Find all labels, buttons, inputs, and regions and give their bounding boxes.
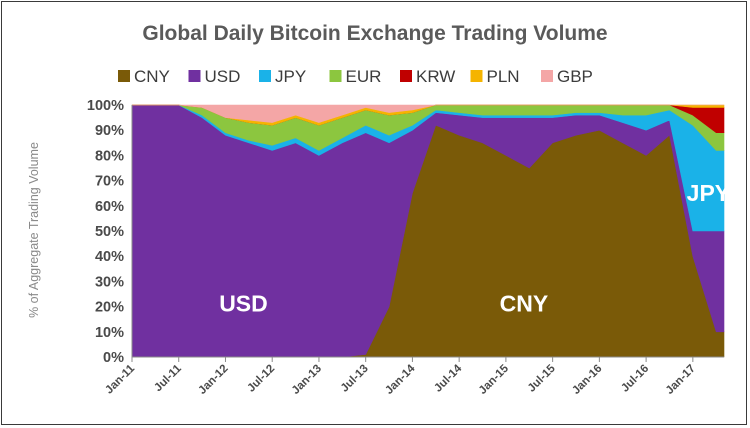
legend-label-krw: KRW xyxy=(416,67,455,86)
legend-swatch-pln xyxy=(470,70,483,82)
y-tick-label: 0% xyxy=(103,350,124,366)
y-tick-label: 60% xyxy=(95,199,124,215)
legend-swatch-krw xyxy=(400,70,412,82)
x-tick-label: Jul-16 xyxy=(619,363,651,395)
legend-swatch-eur xyxy=(329,70,342,82)
x-tick-label: Jul-15 xyxy=(526,362,558,394)
y-tick-label: 20% xyxy=(95,300,124,316)
legend-swatch-gbp xyxy=(541,70,553,82)
legend-label-cny: CNY xyxy=(134,67,170,86)
legend-label-usd: USD xyxy=(205,67,241,86)
x-tick-label: Jan-17 xyxy=(664,363,698,397)
y-tick-label: 70% xyxy=(95,174,124,190)
legend-swatch-jpy xyxy=(259,70,271,82)
y-tick-label: 90% xyxy=(95,123,124,139)
y-tick-label: 100% xyxy=(87,98,124,114)
x-axis: Jan-11 Jul-11 Jan-12 Jul-12 Jan-13 Jul-13 Jan-… xyxy=(103,356,724,397)
y-tick-label: 50% xyxy=(95,224,124,240)
x-tick-label: Jul-14 xyxy=(432,362,464,394)
legend: CNY USD JPY EUR KRW PLN GBP xyxy=(118,67,593,86)
x-tick-label: Jan-14 xyxy=(383,362,418,397)
x-tick-label: Jan-15 xyxy=(477,362,512,397)
area-layers xyxy=(131,104,725,358)
annotation-cny: CNY xyxy=(500,291,549,317)
legend-label-jpy: JPY xyxy=(275,67,306,86)
y-tick-label: 10% xyxy=(95,325,124,341)
x-tick-label: Jul-12 xyxy=(245,363,277,395)
y-tick-label: 40% xyxy=(95,249,124,265)
legend-label-pln: PLN xyxy=(487,67,520,86)
annotation-jpy: JPY xyxy=(687,180,730,206)
legend-swatch-cny xyxy=(118,70,130,82)
annotations: USD CNY JPY xyxy=(219,180,730,317)
area-gbp xyxy=(132,104,724,123)
y-axis: 0% 10% 20% 30% 40% 50% 60% 70% 80% 90% 100% xyxy=(87,98,133,366)
x-tick-label: Jul-11 xyxy=(152,362,184,394)
legend-label-gbp: GBP xyxy=(557,67,593,86)
x-tick-label: Jan-12 xyxy=(196,363,230,397)
chart-title: Global Daily Bitcoin Exchange Trading Vo… xyxy=(142,22,607,45)
x-tick-label: Jul-13 xyxy=(339,363,371,395)
y-axis-label: % of Aggregate Trading Volume xyxy=(27,142,41,318)
x-tick-label: Jan-11 xyxy=(103,362,137,396)
y-tick-label: 80% xyxy=(95,148,124,164)
annotation-usd: USD xyxy=(219,291,268,317)
x-tick-label: Jan-13 xyxy=(290,363,324,397)
x-tick-label: Jan-16 xyxy=(570,363,604,397)
legend-swatch-usd xyxy=(188,70,201,82)
legend-label-eur: EUR xyxy=(346,67,382,86)
y-tick-label: 30% xyxy=(95,274,124,290)
